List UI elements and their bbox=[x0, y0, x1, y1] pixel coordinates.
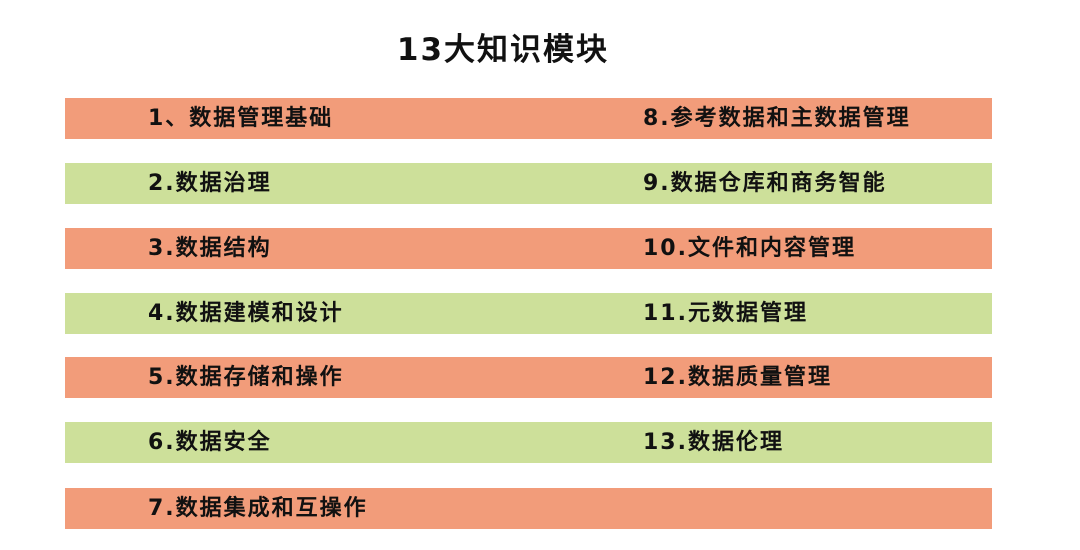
module-label-left: 3.数据结构 bbox=[148, 236, 272, 261]
module-row: 5.数据存储和操作 12.数据质量管理 bbox=[65, 357, 992, 398]
module-label-right: 12.数据质量管理 bbox=[643, 365, 832, 390]
module-row: 4.数据建模和设计 11.元数据管理 bbox=[65, 293, 992, 334]
module-label-right: 8.参考数据和主数据管理 bbox=[643, 106, 911, 131]
module-label-left: 5.数据存储和操作 bbox=[148, 365, 344, 390]
module-row: 2.数据治理 9.数据仓库和商务智能 bbox=[65, 163, 992, 204]
module-label-right: 10.文件和内容管理 bbox=[643, 236, 856, 261]
module-row: 3.数据结构 10.文件和内容管理 bbox=[65, 228, 992, 269]
module-label-right: 9.数据仓库和商务智能 bbox=[643, 171, 887, 196]
module-label-left: 2.数据治理 bbox=[148, 171, 272, 196]
module-row: 6.数据安全 13.数据伦理 bbox=[65, 422, 992, 463]
module-label-left: 4.数据建模和设计 bbox=[148, 301, 344, 326]
module-label-right: 11.元数据管理 bbox=[643, 301, 808, 326]
module-label-left: 6.数据安全 bbox=[148, 430, 272, 455]
module-row: 1、数据管理基础 8.参考数据和主数据管理 bbox=[65, 98, 992, 139]
page-title: 13大知识模块 bbox=[396, 32, 610, 68]
module-label-right: 13.数据伦理 bbox=[643, 430, 784, 455]
module-row: 7.数据集成和互操作 bbox=[65, 488, 992, 529]
module-label-left: 1、数据管理基础 bbox=[148, 106, 334, 131]
module-label-left: 7.数据集成和互操作 bbox=[148, 496, 368, 521]
